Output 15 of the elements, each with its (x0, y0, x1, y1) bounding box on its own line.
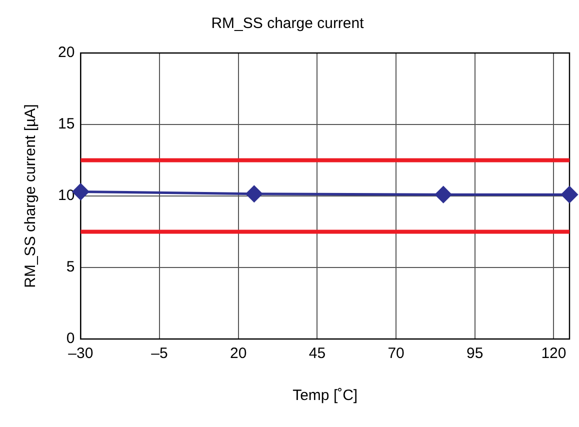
x-tick-label: –30 (68, 345, 94, 362)
y-tick-label: 15 (58, 116, 75, 133)
x-tick-label: –5 (151, 345, 168, 362)
y-tick-label: 10 (58, 187, 75, 204)
x-tick-label: 70 (388, 345, 404, 362)
y-tick-label: 0 (66, 330, 75, 348)
x-tick-label: 95 (466, 345, 484, 362)
x-tick-label: 20 (230, 345, 247, 362)
x-tick-label: 45 (308, 345, 326, 362)
x-axis-title: Temp [˚C] (292, 387, 358, 404)
y-axis-title: RM_SS charge current [µA] (22, 104, 40, 288)
x-tick-label: 120 (541, 345, 566, 362)
y-tick-label: 5 (66, 258, 75, 276)
y-tick-label: 20 (58, 44, 75, 62)
chart-title: RM_SS charge current (211, 15, 365, 32)
